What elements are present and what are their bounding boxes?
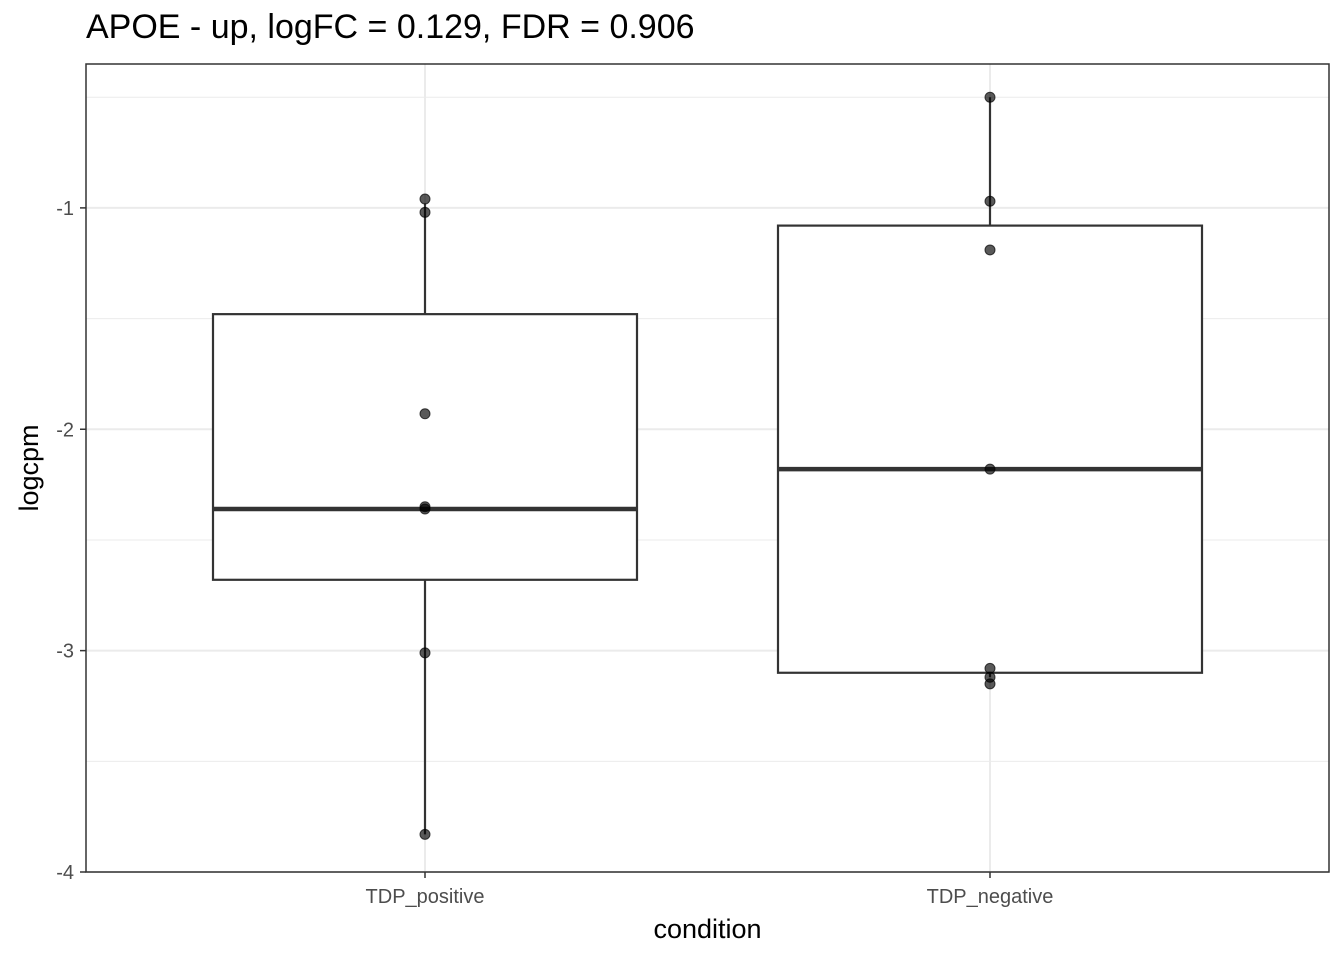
data-point xyxy=(984,678,996,690)
data-points xyxy=(419,91,996,840)
boxes xyxy=(211,97,1204,835)
box-TDP_positive xyxy=(211,203,639,835)
box-TDP_negative xyxy=(776,97,1204,678)
axes: -4 -3 -2 -1 TDP_positive TDP_negative xyxy=(56,198,1053,908)
data-point xyxy=(419,503,431,515)
data-point xyxy=(419,828,431,840)
box-iqr xyxy=(776,224,1204,674)
panel-border xyxy=(85,63,1330,873)
data-point xyxy=(984,195,996,207)
y-tick-label: -1 xyxy=(56,198,74,220)
data-point xyxy=(984,463,996,475)
box-iqr xyxy=(211,313,639,581)
y-axis-title: logcpm xyxy=(14,424,44,511)
data-point xyxy=(419,206,431,218)
x-axis-title: condition xyxy=(653,914,761,944)
x-tick-label: TDP_negative xyxy=(927,886,1054,908)
data-point xyxy=(419,408,431,420)
data-point xyxy=(984,244,996,256)
data-point xyxy=(419,193,431,205)
x-tick-label: TDP_positive xyxy=(366,886,485,908)
data-point xyxy=(984,91,996,103)
data-point xyxy=(419,647,431,659)
y-tick-label: -2 xyxy=(56,419,74,441)
chart-title: APOE - up, logFC = 0.129, FDR = 0.906 xyxy=(86,8,695,46)
y-tick-label: -3 xyxy=(56,641,74,663)
y-tick-label: -4 xyxy=(56,862,74,884)
